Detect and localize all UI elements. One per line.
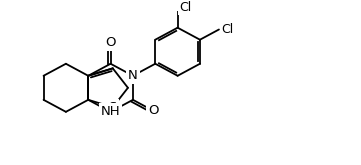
Text: Cl: Cl [221,23,233,36]
Text: Cl: Cl [179,1,192,14]
Text: O: O [148,104,158,117]
Text: O: O [105,36,116,49]
Text: S: S [109,101,117,114]
Text: NH: NH [101,105,120,118]
Text: N: N [128,69,138,82]
